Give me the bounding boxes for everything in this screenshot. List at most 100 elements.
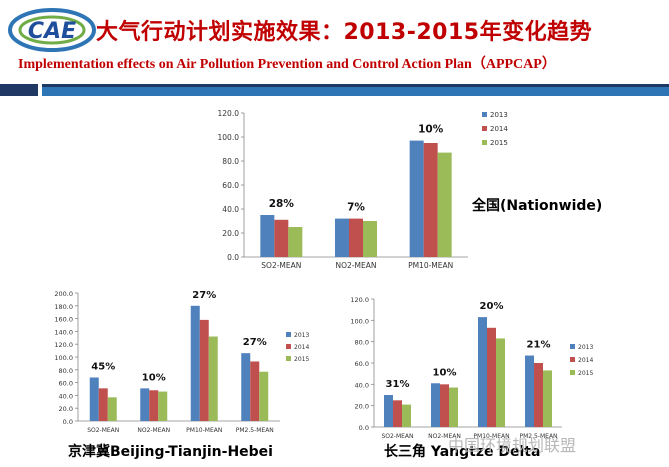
- cae-logo: CAE: [6, 4, 98, 56]
- y-tick-label: 80.0: [222, 157, 239, 166]
- yrd-label: 长三角 Yangtze Delta: [384, 444, 541, 460]
- bar-2014-so2-mean: [98, 388, 108, 421]
- bar-2015-no2-mean: [158, 391, 168, 421]
- bar-2013-pm2.5-mean: [241, 353, 251, 421]
- watermark: 中国环境规划联盟: [448, 436, 577, 455]
- reduction-annotation: 27%: [192, 290, 216, 301]
- x-category-label: NO2-MEAN: [336, 261, 377, 270]
- x-category-label: NO2-MEAN: [428, 433, 461, 439]
- legend-label-2015: 2015: [578, 370, 593, 377]
- y-tick-label: 60.0: [222, 181, 239, 190]
- reduction-annotation: 21%: [527, 340, 551, 351]
- bar-2015-no2-mean: [363, 221, 377, 257]
- page-title: 大气行动计划实施效果：2013-2015年变化趋势: [96, 20, 593, 45]
- legend-label-2014: 2014: [294, 344, 309, 351]
- legend-label-2013: 2013: [578, 344, 593, 351]
- legend-swatch-2015: [570, 370, 575, 375]
- bar-2014-pm2.5-mean: [534, 363, 543, 427]
- reduction-annotation: 27%: [243, 337, 267, 348]
- y-tick-label: 0.0: [227, 253, 239, 262]
- bar-2013-no2-mean: [140, 388, 150, 421]
- x-category-label: NO2-MEAN: [137, 427, 170, 434]
- legend-label-2013: 2013: [294, 332, 309, 339]
- legend-swatch-2015: [286, 356, 291, 361]
- bar-2013-pm10-mean: [478, 317, 487, 427]
- bar-2015-so2-mean: [107, 397, 117, 421]
- nationwide-chart: 0.0 20.0 40.0 60.0 80.0 100.0 120.0 SO2-MEAN 28%…: [218, 109, 509, 270]
- bar-2015-pm10-mean: [208, 336, 218, 421]
- x-category-label: PM10-MEAN: [408, 261, 453, 270]
- legend-swatch-2013: [286, 332, 291, 337]
- reduction-annotation: 45%: [91, 361, 115, 372]
- reduction-annotation: 10%: [418, 124, 444, 136]
- y-tick-label: 40.0: [59, 392, 73, 400]
- legend-label-2013: 2013: [490, 111, 508, 119]
- bar-2013-pm2.5-mean: [525, 355, 534, 427]
- bth-label: 京津冀Beijing-Tianjin-Hebei: [68, 444, 273, 460]
- bar-2013-no2-mean: [335, 218, 349, 257]
- reduction-annotation: 28%: [269, 198, 295, 210]
- legend-label-2015: 2015: [490, 139, 508, 147]
- reduction-annotation: 10%: [433, 367, 457, 378]
- bar-2014-pm10-mean: [423, 143, 438, 257]
- logo-text: CAE: [28, 19, 76, 44]
- y-tick-label: 160.0: [54, 316, 73, 324]
- x-category-label: PM10-MEAN: [473, 433, 509, 439]
- logo-graphic: CAE: [8, 8, 96, 52]
- y-tick-label: 100.0: [350, 317, 369, 325]
- bar-2015-pm10-mean: [496, 338, 505, 427]
- x-category-label: PM10-MEAN: [186, 427, 222, 434]
- bar-2013-so2-mean: [260, 215, 275, 257]
- bar-2015-pm2.5-mean: [543, 370, 552, 427]
- reduction-annotation: 10%: [142, 372, 166, 383]
- bar-2014-pm10-mean: [487, 327, 496, 427]
- bar-2014-no2-mean: [149, 390, 159, 421]
- y-tick-label: 40.0: [355, 381, 369, 389]
- y-tick-label: 0.0: [63, 418, 73, 426]
- bar-2013-pm10-mean: [190, 305, 200, 421]
- legend-swatch-2013: [482, 112, 487, 117]
- reduction-annotation: 31%: [386, 379, 410, 390]
- y-tick-label: 120.0: [350, 296, 369, 304]
- bar-2015-no2-mean: [449, 387, 458, 427]
- y-tick-label: 140.0: [54, 328, 73, 336]
- x-category-label: PM2.5-MEAN: [519, 433, 557, 439]
- y-tick-label: 20.0: [222, 229, 239, 238]
- legend-label-2015: 2015: [294, 356, 309, 363]
- bar-2015-so2-mean: [402, 404, 411, 427]
- y-tick-label: 20.0: [355, 403, 369, 411]
- y-tick-label: 100.0: [218, 133, 240, 142]
- bar-2013-no2-mean: [431, 383, 440, 427]
- x-category-label: SO2-MEAN: [87, 427, 119, 434]
- y-tick-label: 80.0: [355, 339, 369, 347]
- y-tick-label: 120.0: [54, 341, 73, 349]
- bar-2015-so2-mean: [288, 227, 303, 257]
- bar-2015-pm2.5-mean: [259, 371, 269, 421]
- legend-swatch-2014: [286, 344, 291, 349]
- bar-2014-no2-mean: [349, 218, 363, 257]
- legend-swatch-2014: [570, 357, 575, 362]
- legend-swatch-2015: [482, 140, 487, 145]
- nationwide-label: 全国(Nationwide): [472, 198, 603, 214]
- y-tick-label: 0.0: [359, 424, 369, 432]
- y-tick-label: 40.0: [222, 205, 239, 214]
- legend-swatch-2013: [570, 344, 575, 349]
- bar-2013-so2-mean: [384, 395, 393, 427]
- x-category-label: PM2.5-MEAN: [236, 427, 274, 434]
- bar-2014-so2-mean: [274, 219, 289, 257]
- y-tick-label: 180.0: [54, 303, 73, 311]
- bar-2013-pm10-mean: [409, 140, 424, 257]
- x-category-label: SO2-MEAN: [261, 261, 301, 270]
- bar-2015-pm10-mean: [437, 152, 452, 257]
- yrd-chart: 0.0 20.0 40.0 60.0 80.0 100.0 120.0 SO2-MEAN 31%…: [350, 296, 593, 439]
- bth-chart: 0.0 20.0 40.0 60.0 80.0 100.0 120.0 140.0 160.0 1…: [54, 290, 309, 434]
- page-subtitle: Implementation effects on Air Pollution …: [18, 57, 556, 72]
- y-tick-label: 60.0: [59, 380, 73, 388]
- bar-2014-no2-mean: [440, 384, 449, 427]
- reduction-annotation: 20%: [480, 301, 504, 312]
- legend-swatch-2014: [482, 126, 487, 131]
- y-tick-label: 120.0: [218, 109, 240, 118]
- bar-2013-so2-mean: [89, 377, 99, 421]
- bar-2014-pm2.5-mean: [250, 361, 260, 421]
- header-divider: [0, 84, 669, 96]
